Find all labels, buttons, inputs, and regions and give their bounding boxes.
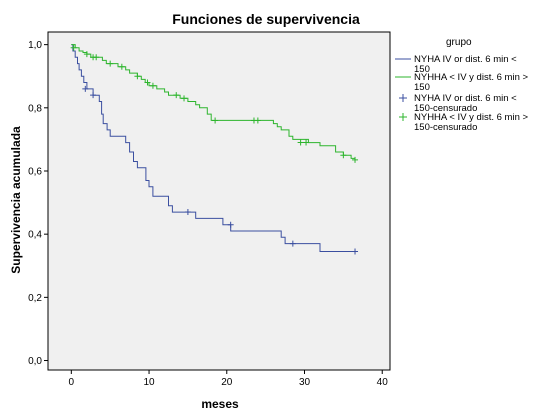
legend-entry-text: 150-censurado	[414, 103, 477, 114]
series-0-censor-mark	[184, 209, 191, 216]
legend-plus-swatch	[399, 94, 407, 102]
series-1-censor-mark	[340, 152, 347, 159]
series-layer	[70, 44, 359, 255]
plot-area	[47, 31, 391, 371]
legend-title: grupo	[446, 37, 472, 48]
series-1-censor-mark	[134, 73, 141, 80]
series-1-censor-mark	[181, 95, 188, 102]
series-1-censor-mark	[352, 156, 359, 163]
legend-entry-text: NYHA IV or dist. 6 min <	[414, 54, 517, 65]
legend-entry-text: 150	[414, 64, 430, 75]
series-0-line	[71, 44, 355, 252]
y-tick-label: 0,6	[28, 166, 42, 177]
x-axis-ticks: 0 10 20 30 40	[69, 370, 389, 388]
legend-entry-text: NYHA IV or dist. 6 min <	[414, 93, 517, 104]
chart-title: Funciones de supervivencia	[172, 11, 360, 27]
y-axis-ticks: 0,0 0,2 0,4 0,6 0,8 1,0	[28, 40, 48, 367]
x-tick-label: 20	[221, 377, 233, 388]
series-1-censor-mark	[83, 51, 90, 58]
series-1-censor-mark	[173, 92, 180, 99]
legend-plus-swatch	[399, 113, 407, 121]
y-tick-label: 0,4	[28, 230, 42, 241]
x-tick-label: 40	[377, 377, 389, 388]
legend-entry-text: NYHHA < IV y dist. 6 min >	[414, 112, 528, 123]
y-tick-label: 0,2	[28, 293, 42, 304]
legend-entry-text: 150	[414, 82, 430, 93]
y-tick-label: 0,8	[28, 103, 42, 114]
series-1-censor-mark	[118, 63, 125, 70]
series-1-censor-mark	[212, 117, 219, 124]
series-1-censor-mark	[70, 44, 77, 51]
series-1-censor-mark	[254, 117, 261, 124]
series-0-censor-mark	[289, 240, 296, 247]
y-tick-label: 1,0	[28, 40, 42, 51]
legend-entry-text: 150-censurado	[414, 122, 477, 133]
x-axis-label: meses	[201, 397, 239, 411]
x-tick-label: 10	[143, 377, 155, 388]
series-1-censor-mark	[303, 139, 310, 146]
legend-entry-text: NYHHA < IV y dist. 6 min >	[414, 72, 528, 83]
x-tick-label: 0	[69, 377, 75, 388]
x-tick-label: 30	[299, 377, 311, 388]
series-0-censor-mark	[227, 221, 234, 228]
series-1-censor-mark	[297, 139, 304, 146]
series-1-line	[71, 44, 356, 160]
series-0-censor-mark	[82, 85, 89, 92]
series-0-censor-mark	[352, 248, 359, 255]
y-tick-label: 0,0	[28, 356, 42, 367]
y-axis-label: Supervivencia acumulada	[9, 126, 23, 274]
series-1-censor-mark	[149, 82, 156, 89]
series-1-censor-mark	[144, 79, 151, 86]
series-0-censor-mark	[90, 92, 97, 99]
series-1-censor-mark	[107, 60, 114, 67]
series-1-censor-mark	[93, 54, 100, 61]
